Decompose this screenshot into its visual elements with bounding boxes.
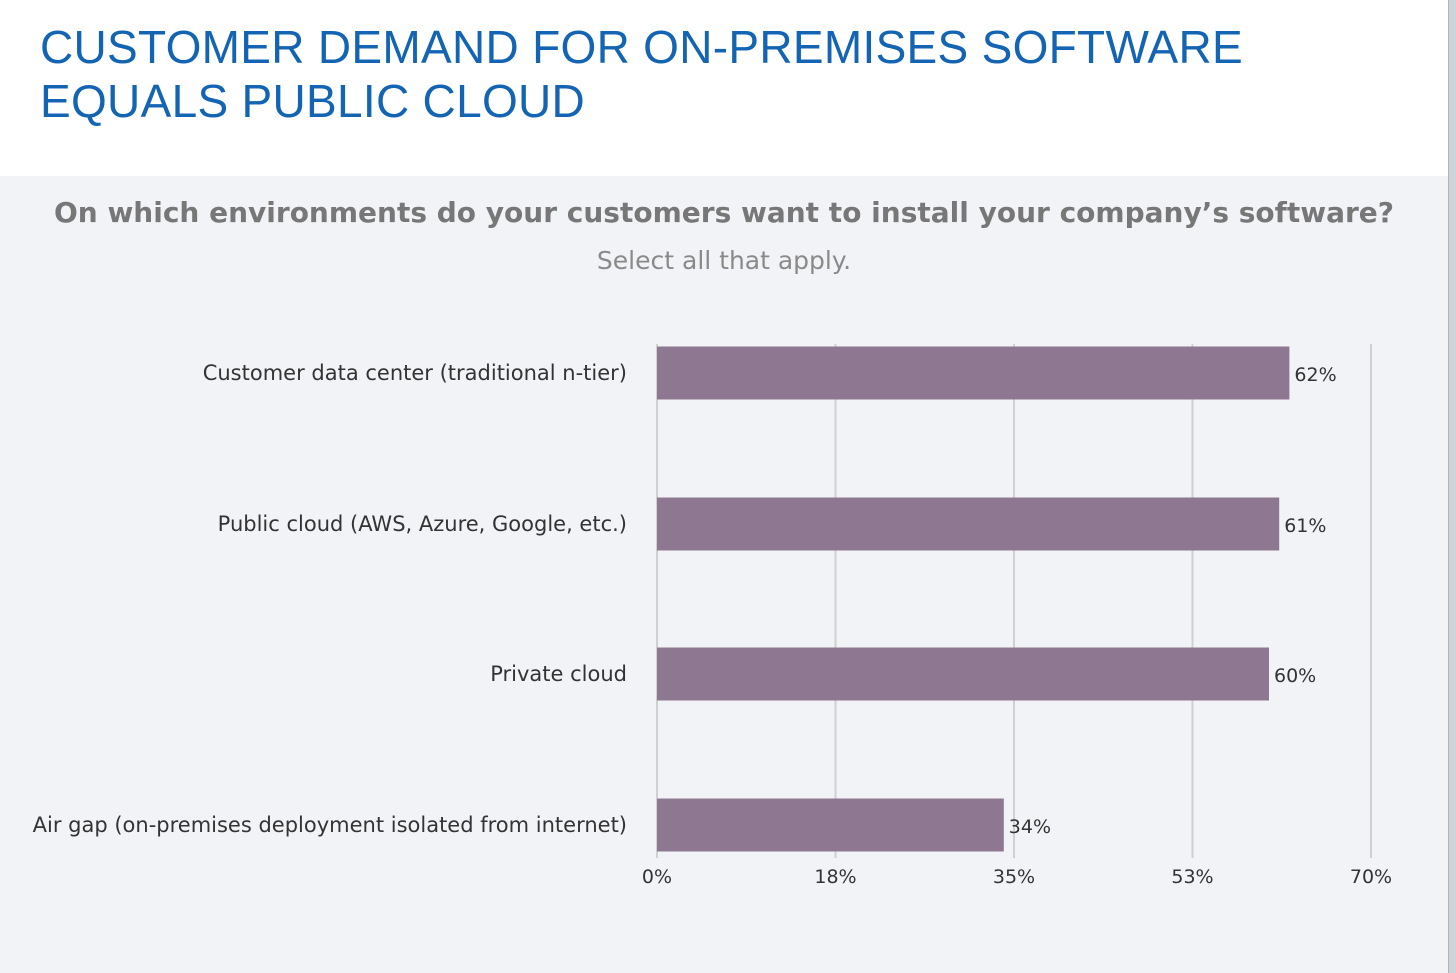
grid-lines (656, 344, 1372, 858)
bars (657, 346, 1290, 852)
bar (657, 497, 1280, 551)
bar-chart: 0% 18% 35% 53% 70% Customer data center (trad… (33, 344, 1392, 888)
category-label: Air gap (on-premises deployment isolated… (33, 813, 627, 837)
bar (657, 346, 1290, 400)
data-label: 61% (1284, 515, 1326, 537)
category-label: Private cloud (490, 662, 627, 686)
bar (657, 647, 1269, 701)
window-edge (1448, 0, 1456, 973)
data-label: 62% (1294, 364, 1336, 386)
category-label: Public cloud (AWS, Azure, Google, etc.) (218, 512, 627, 536)
chart-title: On which environments do your customers … (53, 196, 1395, 229)
category-label: Customer data center (traditional n-tier… (203, 361, 627, 385)
data-label: 60% (1274, 665, 1316, 687)
chart-panel: On which environments do your customers … (0, 176, 1448, 973)
x-tick-label: 18% (814, 866, 856, 888)
data-label: 34% (1009, 816, 1051, 838)
x-tick-label: 35% (993, 866, 1035, 888)
chart-subtitle: Select all that apply. (596, 246, 852, 275)
header: CUSTOMER DEMAND FOR ON-PREMISES SOFTWARE… (0, 0, 1456, 176)
bar (657, 798, 1004, 852)
x-tick-label: 70% (1350, 866, 1392, 888)
x-tick-label: 0% (642, 866, 672, 888)
page-title: CUSTOMER DEMAND FOR ON-PREMISES SOFTWARE… (40, 21, 1243, 127)
x-tick-label: 53% (1171, 866, 1213, 888)
labels: 0% 18% 35% 53% 70% Customer data center (trad… (33, 361, 1392, 888)
